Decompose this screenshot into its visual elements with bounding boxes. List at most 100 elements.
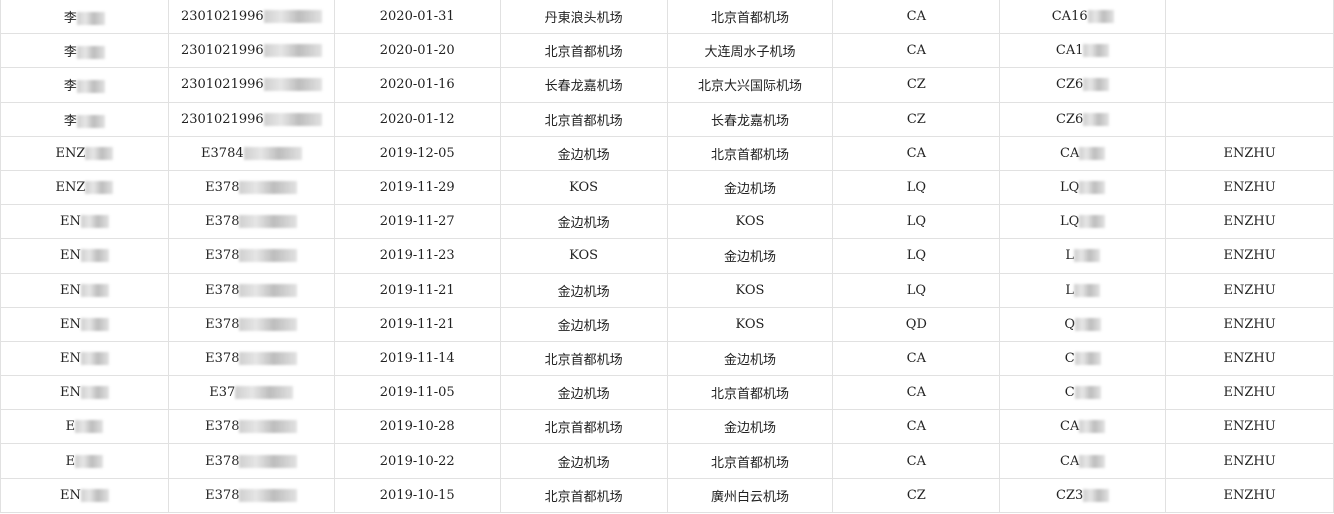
arrival-cell[interactable]: KOS [666,272,834,308]
flight-number-cell[interactable]: CZ6 [999,67,1167,103]
departure-cell[interactable]: 北京首都机场 [499,101,668,137]
passenger-name-cell[interactable]: EN [0,340,169,377]
arrival-cell[interactable]: 金边机场 [666,409,834,445]
note-cell[interactable]: ENZHU [1165,477,1334,513]
passenger-name-cell[interactable]: 李 [0,67,169,103]
note-cell[interactable]: ENZHU [1165,340,1334,377]
passenger-name-cell[interactable]: EN [0,306,169,342]
date-cell[interactable]: 2020-01-20 [333,33,501,69]
airline-cell[interactable]: CZ [832,477,1001,513]
departure-cell[interactable]: 北京首都机场 [499,477,668,513]
date-cell[interactable]: 2019-11-29 [333,169,501,206]
departure-cell[interactable]: 金边机场 [499,443,668,479]
passenger-name-cell[interactable]: 李 [0,101,169,137]
airline-cell[interactable]: QD [832,306,1001,342]
arrival-cell[interactable]: 金边机场 [666,340,834,377]
note-cell[interactable]: ENZHU [1165,169,1334,206]
note-cell[interactable]: ENZHU [1165,135,1334,171]
flight-number-cell[interactable]: CA [999,409,1167,445]
airline-cell[interactable]: LQ [832,169,1001,206]
arrival-cell[interactable]: 北京首都机场 [666,0,834,35]
arrival-cell[interactable]: 北京首都机场 [666,375,834,411]
passenger-name-cell[interactable]: 李 [0,0,169,35]
departure-cell[interactable]: 金边机场 [499,204,668,240]
date-cell[interactable]: 2020-01-12 [333,101,501,137]
date-cell[interactable]: 2019-11-21 [333,272,501,308]
arrival-cell[interactable]: 北京首都机场 [666,135,834,171]
date-cell[interactable]: 2019-11-05 [333,375,501,411]
departure-cell[interactable]: 金边机场 [499,375,668,411]
date-cell[interactable]: 2019-11-21 [333,306,501,342]
id-number-cell[interactable]: E378 [167,169,335,206]
note-cell[interactable]: ENZHU [1165,204,1334,240]
flight-number-cell[interactable]: L [999,272,1167,308]
departure-cell[interactable]: 长春龙嘉机场 [499,67,668,103]
id-number-cell[interactable]: 2301021996 [167,101,335,137]
departure-cell[interactable]: KOS [499,169,668,206]
note-cell[interactable] [1165,67,1334,103]
arrival-cell[interactable]: 北京大兴国际机场 [666,67,834,103]
arrival-cell[interactable]: 廣州白云机场 [666,477,834,513]
flight-number-cell[interactable]: CA16 [999,0,1167,35]
airline-cell[interactable]: CA [832,443,1001,479]
date-cell[interactable]: 2019-10-15 [333,477,501,513]
note-cell[interactable]: ENZHU [1165,238,1334,274]
departure-cell[interactable]: 金边机场 [499,306,668,342]
airline-cell[interactable]: CA [832,375,1001,411]
id-number-cell[interactable]: E378 [167,272,335,308]
passenger-name-cell[interactable]: EN [0,375,169,411]
flight-number-cell[interactable]: C [999,375,1167,411]
arrival-cell[interactable]: 大连周水子机场 [666,33,834,69]
date-cell[interactable]: 2019-11-14 [333,340,501,377]
flight-number-cell[interactable]: CZ6 [999,101,1167,137]
note-cell[interactable]: ENZHU [1165,272,1334,308]
passenger-name-cell[interactable]: ENZ [0,169,169,206]
airline-cell[interactable]: CA [832,0,1001,35]
id-number-cell[interactable]: 2301021996 [167,0,335,35]
passenger-name-cell[interactable]: EN [0,204,169,240]
id-number-cell[interactable]: E378 [167,204,335,240]
departure-cell[interactable]: 北京首都机场 [499,340,668,377]
passenger-name-cell[interactable]: EN [0,272,169,308]
passenger-name-cell[interactable]: E [0,409,169,445]
airline-cell[interactable]: LQ [832,238,1001,274]
note-cell[interactable] [1165,0,1334,35]
flight-number-cell[interactable]: CA [999,443,1167,479]
date-cell[interactable]: 2019-10-22 [333,443,501,479]
departure-cell[interactable]: 金边机场 [499,272,668,308]
id-number-cell[interactable]: 2301021996 [167,67,335,103]
airline-cell[interactable]: LQ [832,204,1001,240]
id-number-cell[interactable]: E378 [167,340,335,377]
passenger-name-cell[interactable]: 李 [0,33,169,69]
note-cell[interactable]: ENZHU [1165,409,1334,445]
flight-number-cell[interactable]: Q [999,306,1167,342]
passenger-name-cell[interactable]: E [0,443,169,479]
departure-cell[interactable]: 北京首都机场 [499,33,668,69]
arrival-cell[interactable]: 北京首都机场 [666,443,834,479]
date-cell[interactable]: 2020-01-31 [333,0,501,35]
arrival-cell[interactable]: KOS [666,204,834,240]
airline-cell[interactable]: CA [832,33,1001,69]
airline-cell[interactable]: CZ [832,101,1001,137]
airline-cell[interactable]: CA [832,135,1001,171]
passenger-name-cell[interactable]: ENZ [0,135,169,171]
passenger-name-cell[interactable]: EN [0,238,169,274]
flight-number-cell[interactable]: CA1 [999,33,1167,69]
airline-cell[interactable]: LQ [832,272,1001,308]
arrival-cell[interactable]: 金边机场 [666,169,834,206]
date-cell[interactable]: 2019-11-27 [333,204,501,240]
flight-number-cell[interactable]: C [999,340,1167,377]
departure-cell[interactable]: 北京首都机场 [499,409,668,445]
airline-cell[interactable]: CA [832,340,1001,377]
note-cell[interactable]: ENZHU [1165,443,1334,479]
flight-number-cell[interactable]: CA [999,135,1167,171]
id-number-cell[interactable]: E37 [167,375,335,411]
id-number-cell[interactable]: E378 [167,477,335,513]
departure-cell[interactable]: KOS [499,238,668,274]
flight-number-cell[interactable]: LQ [999,204,1167,240]
date-cell[interactable]: 2019-10-28 [333,409,501,445]
id-number-cell[interactable]: E3784 [167,135,335,171]
id-number-cell[interactable]: 2301021996 [167,33,335,69]
arrival-cell[interactable]: 长春龙嘉机场 [666,101,834,137]
note-cell[interactable]: ENZHU [1165,306,1334,342]
